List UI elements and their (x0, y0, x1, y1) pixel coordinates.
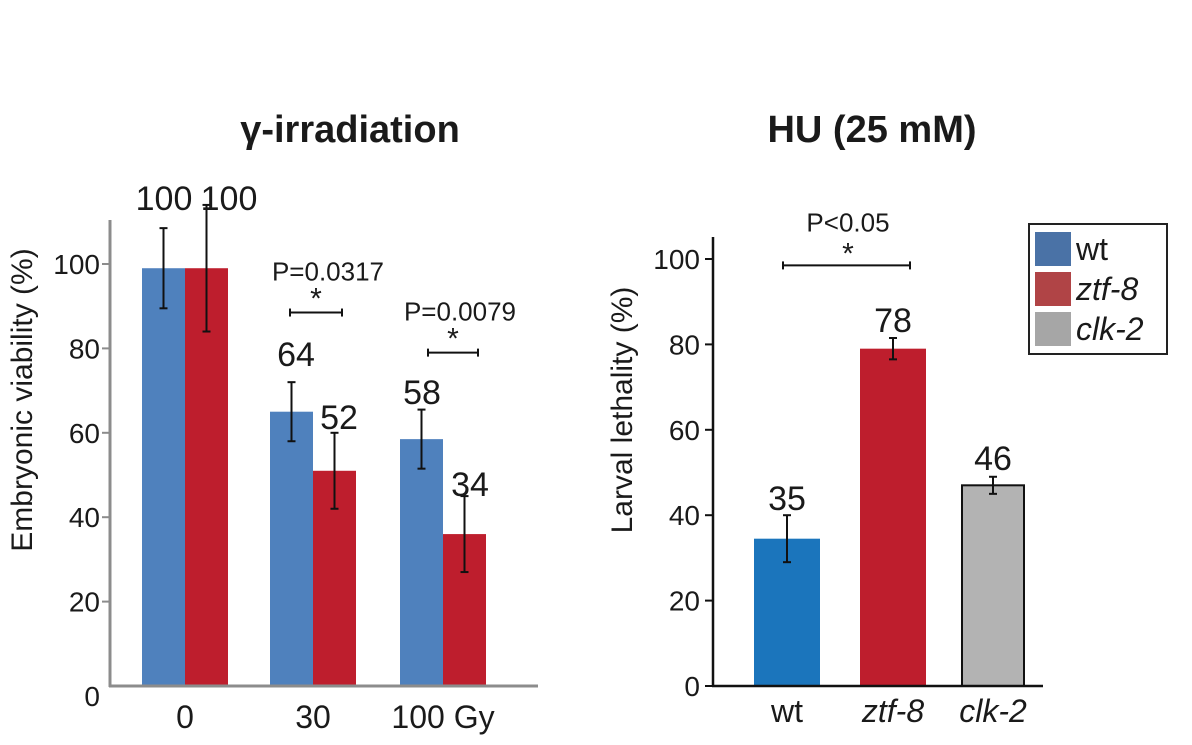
data-label: 34 (451, 466, 489, 504)
legend: wt ztf-8 clk-2 (1028, 223, 1168, 355)
bar-wt-1 (270, 411, 313, 686)
data-label: 100 (201, 180, 258, 218)
x-tick-label: 100 Gy (391, 699, 494, 735)
y-tick-label: 20 (69, 587, 100, 618)
significance-bracket: *P=0.0079 (404, 297, 516, 357)
significance-bracket: *P<0.05 (782, 207, 911, 270)
bars-group: 35 78 46 *P<0.05 (754, 207, 1025, 687)
error-bar-ztf-8 (889, 336, 897, 361)
error-bar-wt-2 (417, 408, 426, 470)
legend-swatch (1035, 232, 1071, 266)
y-tick-label: 40 (669, 500, 700, 531)
significance-star: * (310, 283, 322, 316)
data-label: 100 (136, 180, 193, 218)
data-label: 35 (768, 480, 806, 518)
legend-swatch (1035, 312, 1071, 346)
x-tick-label: clk-2 (959, 693, 1027, 729)
bar-ztf-8 (860, 348, 926, 686)
error-bar-clk-2 (989, 475, 997, 495)
irradiation-chart: γ-irradiation Embryonic viability (%) 10… (6, 109, 538, 735)
legend-label: wt (1075, 231, 1108, 267)
legend-swatch (1035, 272, 1071, 306)
data-label: 52 (320, 399, 358, 437)
significance-bracket: *P=0.0317 (272, 257, 384, 317)
significance-star: * (447, 323, 459, 356)
x-tick-label: 0 (176, 699, 194, 735)
error-bar-ztf8-2 (460, 495, 469, 574)
x-tick-label: 30 (295, 699, 331, 735)
bar-ztf8-0 (185, 268, 228, 686)
y-tick-label: 40 (69, 502, 100, 533)
data-label: 46 (974, 440, 1012, 478)
y-tick-label: 60 (669, 415, 700, 446)
y-tick-label: 20 (669, 586, 700, 617)
y-axis-label-embryonic-viability: Embryonic viability (%) (6, 248, 39, 551)
bar-wt (754, 538, 820, 686)
axes-group: 0 30 100 Gy 0 20 40 60 80 100 (53, 220, 538, 735)
x-tick-label: ztf-8 (861, 693, 924, 729)
data-label: 78 (874, 302, 912, 340)
significance-star: * (842, 237, 854, 270)
error-bar-wt-0 (159, 227, 168, 310)
bar-wt-2 (400, 439, 443, 686)
data-label: 58 (403, 374, 441, 412)
y-tick-label: 80 (669, 329, 700, 360)
error-bar-ztf8-1 (330, 431, 339, 510)
data-label: 64 (277, 336, 315, 374)
hu-chart: HU (25 mM) Larval lethality (%) 35 78 46 *P… (606, 109, 1168, 729)
y-tick-label: 60 (69, 418, 100, 449)
bar-clk-2 (961, 484, 1025, 687)
y-tick-label: 0 (84, 681, 100, 712)
y-axis-label-larval-lethality: Larval lethality (%) (606, 287, 639, 534)
y-tick-label: 80 (69, 333, 100, 364)
error-bar-wt (783, 514, 791, 564)
y-tick-label: 100 (53, 249, 100, 280)
y-tick-label: 100 (653, 244, 700, 275)
legend-label: ztf-8 (1075, 271, 1138, 307)
y-tick-label: 0 (684, 671, 700, 702)
bar-wt-0 (142, 268, 185, 686)
chart-title-irradiation: γ-irradiation (240, 109, 460, 151)
p-value-label: P=0.0317 (272, 257, 384, 287)
chart-title-hu: HU (25 mM) (767, 109, 976, 151)
p-value-label: P<0.05 (806, 207, 889, 237)
legend-label: clk-2 (1076, 311, 1144, 347)
p-value-label: P=0.0079 (404, 297, 516, 327)
x-tick-label: wt (770, 693, 803, 729)
error-bar-wt-1 (287, 381, 296, 443)
axes-group: wt ztf-8 clk-2 0 20 40 60 80 100 (653, 237, 1043, 729)
error-bar-ztf8-0 (202, 203, 211, 333)
